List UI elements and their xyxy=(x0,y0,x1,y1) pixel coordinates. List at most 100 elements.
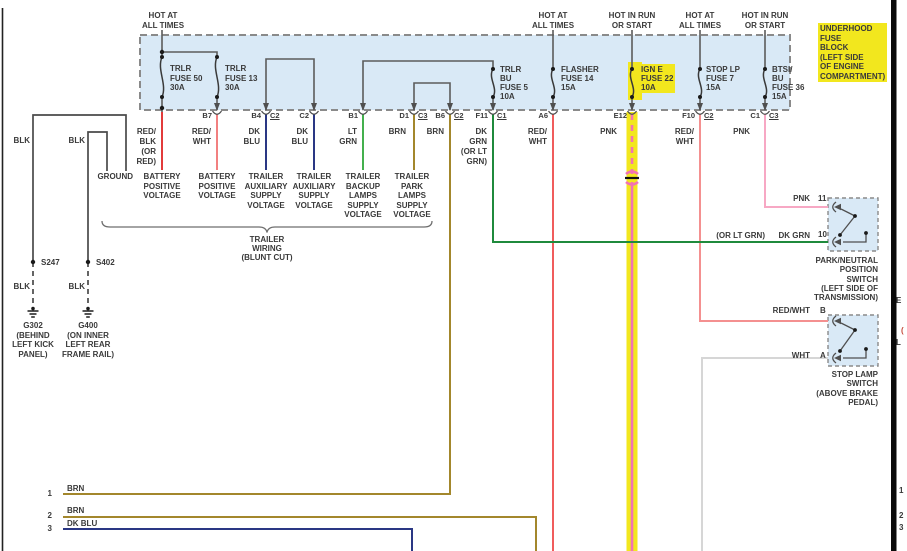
park-neutral-position-switch-contact-dot xyxy=(864,231,868,235)
circuit-label-trailer-backup: TRAILER BACKUP LAMPS SUPPLY VOLTAGE xyxy=(344,172,382,219)
wire-color-or-lt-grn: (OR LT GRN) xyxy=(460,147,487,166)
splice-label-s247: S247 xyxy=(41,258,60,267)
fuse-stop-lp-7-bottom-dot xyxy=(698,95,702,99)
park-neutral-position-switch-contact-path xyxy=(843,233,867,243)
pin-label-b4: B4 xyxy=(251,111,261,120)
feed-1-branch xyxy=(162,51,218,56)
pin-label-c2-d: C2 xyxy=(704,111,714,120)
wire-color-blk-1: BLK xyxy=(13,136,30,145)
stop-lamp-switch-terminal-0 xyxy=(832,315,837,327)
fuse-btsi-36 xyxy=(762,68,768,98)
wire-color-red-wht-4: RED/WHT xyxy=(772,306,810,315)
splice-dot-0 xyxy=(159,49,165,55)
fuse-trlr-13 xyxy=(214,56,220,98)
park-neutral-position-switch-terminal-arrow-0 xyxy=(834,203,841,211)
fuse-trlr-bu-5-top-dot xyxy=(491,67,495,71)
fuse-trlr-bu-5 xyxy=(490,68,496,98)
block-connector-terminal-4 xyxy=(409,110,419,115)
stop-lamp-switch-contact-dot xyxy=(864,347,868,351)
block-connector-terminal-5 xyxy=(445,110,455,115)
splice-dot-3 xyxy=(85,259,91,265)
block-connector-terminal-7 xyxy=(548,110,558,115)
feed-label-hot-at-all-times-1: HOT AT ALL TIMES xyxy=(141,11,185,30)
bottom-wire-num-2: 2 xyxy=(47,511,52,520)
pin-label-d1: D1 xyxy=(399,111,409,120)
fuse-btsi-36-top-dot xyxy=(763,67,767,71)
park-neutral-position-switch-blade xyxy=(839,215,856,236)
stop-lamp-switch-contact-path xyxy=(843,349,867,359)
bottom-wire-color-brn-2: BRN xyxy=(67,506,85,515)
wire-color-brn-1: BRN xyxy=(388,127,406,136)
fuse-ign-e-22 xyxy=(629,68,635,98)
trailer-wiring-brace xyxy=(101,220,433,233)
bracket-b1-fuse5 xyxy=(362,60,494,110)
fuse-flasher-14-top-dot xyxy=(551,67,555,71)
wire-color-red-wht-2: RED/ WHT xyxy=(527,127,547,146)
block-connector-arrow-1 xyxy=(263,103,269,111)
wire-color-or-red: (OR RED) xyxy=(136,147,156,166)
splice-dot-2 xyxy=(30,259,36,265)
ground-label-g400: G400 (ON INNER LEFT REAR FRAME RAIL) xyxy=(62,321,114,359)
park-neutral-position-switch-terminal-0 xyxy=(832,201,837,213)
block-connector-arrow-4 xyxy=(411,103,417,111)
pin-label-b7: B7 xyxy=(202,111,212,120)
fuse-label-trlr-50: TRLR FUSE 50 30A xyxy=(170,64,203,92)
wire-color-pnk-3: PNK xyxy=(793,194,810,203)
fuse-label-flasher-14: FLASHER FUSE 14 15A xyxy=(561,65,599,92)
feed-label-hot-in-run-or-start-2: HOT IN RUN OR START xyxy=(741,11,789,30)
block-connector-arrow-3 xyxy=(360,103,366,111)
bottom-wire-num-3: 3 xyxy=(47,524,52,533)
splice-dot-1 xyxy=(159,105,165,111)
fuse-trlr-50-top-dot xyxy=(160,55,164,59)
fuse-trlr-50 xyxy=(159,56,165,98)
fuse-stop-lp-7 xyxy=(697,68,703,98)
underhood-fuse-block-box xyxy=(139,34,791,111)
fuse-label-stop-lp-7: STOP LP FUSE 7 15A xyxy=(706,65,740,92)
feed-label-hot-at-all-times-2: HOT AT ALL TIMES xyxy=(531,11,575,30)
park-neutral-position-switch-terminal-1 xyxy=(832,236,837,248)
stop-lamp-switch-link xyxy=(840,322,856,331)
wire-wht xyxy=(701,357,828,551)
fuse-trlr-13-bottom-dot xyxy=(215,95,219,99)
fuse-label-trlr-bu-5: TRLR BU FUSE 5 10A xyxy=(500,65,529,101)
wire-color-red-wht-1: RED/ WHT xyxy=(191,127,211,146)
block-connector-arrow-0 xyxy=(214,103,220,111)
block-connector-arrow-2 xyxy=(311,103,317,111)
pin-label-b: B xyxy=(820,306,826,315)
wire-red-wht-f10 xyxy=(699,114,828,322)
circuit-label-trailer-aux-1: TRAILER AUXILIARY SUPPLY VOLTAGE xyxy=(244,172,288,210)
page-right-border xyxy=(891,0,897,551)
edge-num-2: 2 xyxy=(899,511,904,520)
block-connector-terminal-0 xyxy=(212,110,222,115)
bottom-wire-color-brn-1: BRN xyxy=(67,484,85,493)
fuse-flasher-14-bottom-dot xyxy=(551,95,555,99)
bottom-wire-num-1: 1 xyxy=(47,489,52,498)
block-connector-terminal-8 xyxy=(627,110,637,115)
block-connector-arrow-5 xyxy=(447,103,453,111)
edge-num-3: 3 xyxy=(899,523,904,532)
wire-pnk-c1 xyxy=(764,114,828,208)
jumper-b4-c2 xyxy=(265,58,315,110)
fuse-btsi-36-bottom-dot xyxy=(763,95,767,99)
stop-lamp-switch-blade-dot-top xyxy=(853,328,857,332)
feed-label-hot-in-run-or-start-1: HOT IN RUN OR START xyxy=(608,11,656,30)
wire-dk-grn xyxy=(492,114,828,243)
pin-label-b1: B1 xyxy=(348,111,358,120)
circuit-label-trailer-aux-2: TRAILER AUXILIARY SUPPLY VOLTAGE xyxy=(292,172,336,210)
block-connector-terminal-1 xyxy=(261,110,271,115)
wire-color-blk-3: BLK xyxy=(13,282,30,291)
wire-blk-ground-1 xyxy=(32,114,127,262)
fuse-trlr-50-bottom-dot xyxy=(160,95,164,99)
ground-g400-dot xyxy=(86,306,90,311)
pin-label-10: 10 xyxy=(818,230,827,239)
fuse-trlr-bu-5-bottom-dot xyxy=(491,95,495,99)
pin-label-b6: B6 xyxy=(435,111,445,120)
underhood-fuse-block-label: UNDERHOOD FUSE BLOCK (LEFT SIDE OF ENGIN… xyxy=(818,23,888,82)
block-connector-arrow-9 xyxy=(697,103,703,111)
pin-label-c1-b: C1 xyxy=(750,111,760,120)
circuit-label-trailer-park: TRAILER PARK LAMPS SUPPLY VOLTAGE xyxy=(393,172,431,219)
fuse-flasher-14 xyxy=(550,68,556,98)
wire-color-or-lt-grn-2: (OR LT GRN) xyxy=(716,231,765,240)
wire-color-blk-4: BLK xyxy=(68,282,85,291)
